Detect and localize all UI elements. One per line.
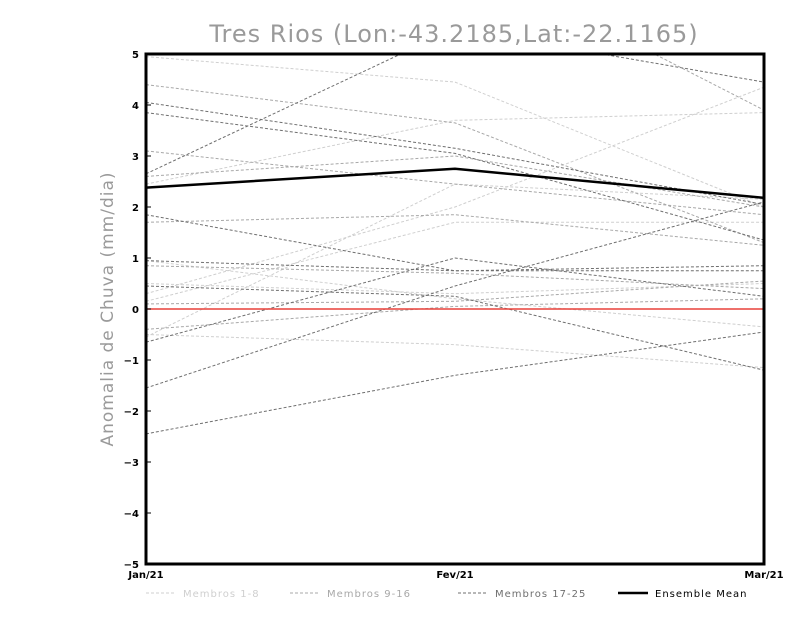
chart-title: Tres Rios (Lon:-43.2185,Lat:-22.1165) [208, 20, 698, 48]
series-lines [146, 54, 764, 435]
member-line-20 [146, 214, 764, 272]
member-line-14 [653, 54, 764, 111]
member-line-25 [146, 285, 764, 371]
member-line-3 [146, 86, 764, 295]
member-line-19 [146, 112, 764, 241]
legend-label: Membros 17-25 [495, 589, 586, 600]
legend-item: Membros 17-25 [458, 589, 586, 600]
x-tick-label: Jan/21 [127, 570, 163, 581]
y-tick-label: −1 [124, 356, 139, 367]
x-tick-label: Fev/21 [436, 570, 473, 581]
member-line-11 [146, 214, 764, 246]
member-line-7 [146, 334, 764, 369]
member-line-24 [146, 331, 764, 435]
member-line-2 [146, 112, 764, 185]
legend-label: Membros 9-16 [327, 589, 411, 600]
legend-item: Ensemble Mean [618, 589, 747, 600]
member-line-1 [146, 56, 764, 208]
y-tick-label: 1 [132, 254, 139, 265]
legend: Membros 1-8 Membros 9-16 Membros 17-25 Ense… [146, 589, 747, 600]
member-line-15 [146, 298, 764, 330]
y-tick-label: 2 [132, 203, 139, 214]
member-line-5 [146, 221, 764, 302]
member-line-21 [146, 260, 764, 272]
member-line-17 [146, 54, 764, 175]
y-tick-label: 5 [132, 50, 139, 61]
legend-item: Membros 9-16 [290, 589, 411, 600]
x-tick-label: Mar/21 [744, 570, 783, 581]
legend-item: Membros 1-8 [146, 589, 260, 600]
member-line-13 [146, 280, 764, 305]
member-line-9 [146, 84, 764, 244]
member-line-4 [146, 183, 764, 338]
member-line-8 [146, 260, 764, 328]
y-tick-label: 4 [132, 101, 139, 112]
y-axis-label: Anomalia de Chuva (mm/dia) [98, 171, 118, 446]
y-tick-label: −4 [124, 509, 139, 520]
legend-label: Membros 1-8 [183, 589, 260, 600]
y-tick-label: 0 [132, 305, 139, 316]
ensemble-mean-line [146, 167, 764, 200]
member-line-6 [146, 283, 764, 295]
member-line-22 [146, 257, 764, 343]
member-line-23 [146, 201, 764, 389]
legend-label: Ensemble Mean [655, 589, 747, 600]
plot-area: −5 −4 −3 −2 −1 0 1 2 3 4 5 Jan/21 Fev/21 Mar/21 [124, 50, 784, 581]
y-tick-label: −2 [124, 407, 139, 418]
y-tick-label: −3 [124, 458, 139, 469]
y-tick-label: −5 [124, 560, 139, 571]
member-line-16 [146, 150, 764, 216]
member-line-18 [146, 101, 764, 205]
y-tick-label: 3 [132, 152, 139, 163]
